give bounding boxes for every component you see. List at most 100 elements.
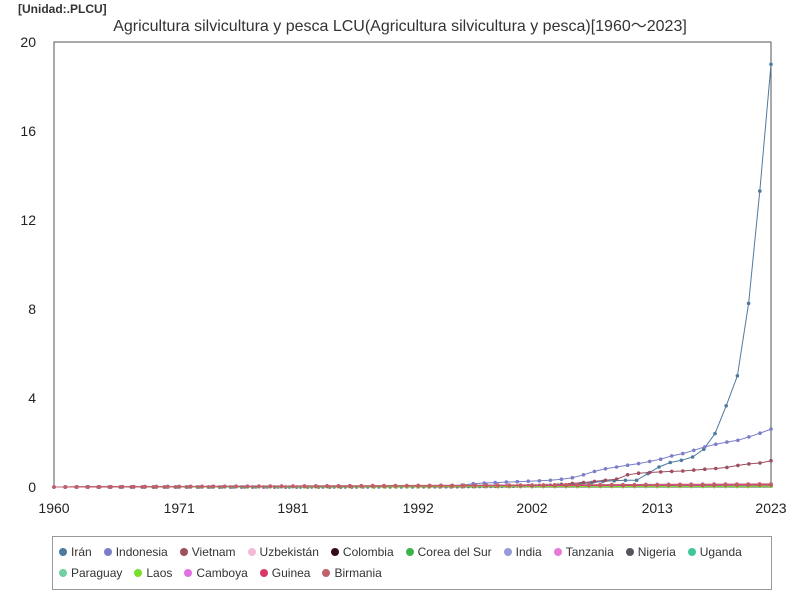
y-tick-label: 12	[20, 212, 36, 228]
data-point	[63, 485, 68, 489]
data-point	[689, 482, 694, 487]
x-tick-label: 1971	[164, 500, 195, 516]
data-point	[592, 469, 597, 474]
data-point	[587, 482, 591, 487]
x-tick-label: 2002	[516, 500, 547, 516]
data-point	[634, 478, 639, 483]
data-point	[692, 468, 696, 472]
data-point	[482, 481, 487, 485]
data-point	[769, 427, 773, 431]
data-point	[625, 463, 630, 468]
data-point	[484, 483, 489, 487]
data-point	[658, 470, 663, 474]
axes	[53, 41, 772, 488]
data-point	[507, 483, 512, 487]
legend-label: Camboya	[196, 565, 248, 580]
data-point	[268, 484, 273, 488]
data-point	[359, 483, 364, 488]
data-point	[609, 482, 614, 487]
legend-item: Corea del Sur	[405, 541, 492, 562]
data-point	[234, 484, 238, 489]
legend-marker	[503, 547, 512, 556]
x-tick-label: 1992	[403, 500, 434, 516]
legend-label: Indonesia	[115, 544, 168, 559]
data-point	[658, 457, 663, 462]
data-point	[700, 482, 705, 487]
legend-item: Laos	[134, 562, 172, 583]
legend-item: Guinea	[259, 562, 310, 583]
data-point	[758, 461, 762, 465]
data-point	[769, 482, 773, 486]
data-point	[725, 465, 729, 470]
data-point	[669, 469, 674, 474]
data-point	[188, 484, 193, 489]
data-point	[530, 483, 534, 487]
legend-marker	[59, 547, 67, 556]
legend-marker	[553, 547, 562, 556]
data-point	[735, 482, 739, 486]
legend-item: Vietnam	[179, 541, 236, 562]
legend-label: Nigeria	[637, 544, 676, 559]
line-chart: 0 4 8 12 16 20 1960 1971 1981 1992 2002 2013 2023	[20, 34, 786, 516]
legend-label: Paraguay	[71, 565, 123, 580]
data-point	[636, 471, 641, 476]
legend-label: Uganda	[699, 544, 742, 559]
data-point	[736, 438, 740, 443]
data-point	[518, 483, 523, 487]
legend-item: Tanzania	[553, 541, 614, 562]
data-point	[86, 485, 90, 489]
legend-marker	[134, 568, 143, 577]
data-point	[746, 301, 751, 306]
data-point	[714, 442, 718, 447]
data-point	[570, 475, 575, 480]
y-tick-label: 16	[20, 123, 36, 139]
legend-label: Tanzania	[565, 544, 614, 559]
data-point	[382, 483, 386, 488]
data-point	[553, 483, 557, 487]
data-point	[769, 458, 773, 463]
legend-marker	[247, 547, 256, 556]
y-tick-label: 0	[28, 479, 36, 495]
data-point	[211, 484, 216, 489]
data-point	[692, 448, 696, 453]
legend-marker	[184, 568, 193, 577]
data-point	[703, 445, 707, 449]
data-point	[603, 467, 608, 471]
data-point	[714, 466, 718, 471]
unit-label: [Unidad:.PLCU]	[18, 2, 107, 16]
data-point	[713, 431, 717, 436]
y-tick-label: 8	[28, 301, 36, 317]
y-tick-label: 20	[20, 34, 36, 50]
data-point	[592, 479, 597, 484]
data-point	[655, 482, 659, 487]
data-point	[154, 484, 159, 489]
x-tick-label: 1960	[38, 500, 69, 516]
data-point	[348, 483, 352, 488]
data-point	[314, 484, 318, 488]
data-point	[427, 483, 432, 488]
data-point	[644, 482, 648, 487]
data-point	[559, 477, 564, 482]
legend-label: Laos	[146, 565, 173, 580]
data-point	[681, 469, 685, 473]
legend-label: Uzbekistán	[259, 544, 319, 559]
data-point	[52, 485, 56, 489]
plot-frame	[53, 41, 772, 488]
data-point	[405, 483, 409, 488]
data-point	[302, 484, 307, 488]
legend-label: Birmania	[334, 565, 382, 580]
legend-marker	[625, 547, 634, 556]
data-point	[758, 189, 762, 193]
data-point	[723, 482, 728, 486]
legend-marker	[687, 547, 696, 556]
data-point	[690, 455, 695, 459]
data-point	[515, 479, 520, 484]
data-point	[97, 485, 102, 489]
legend-label: India	[515, 544, 542, 559]
data-point	[724, 404, 728, 408]
data-point	[370, 483, 375, 488]
data-point	[757, 482, 762, 486]
data-point	[541, 483, 546, 487]
legend-marker	[330, 547, 339, 556]
data-point	[632, 482, 637, 487]
